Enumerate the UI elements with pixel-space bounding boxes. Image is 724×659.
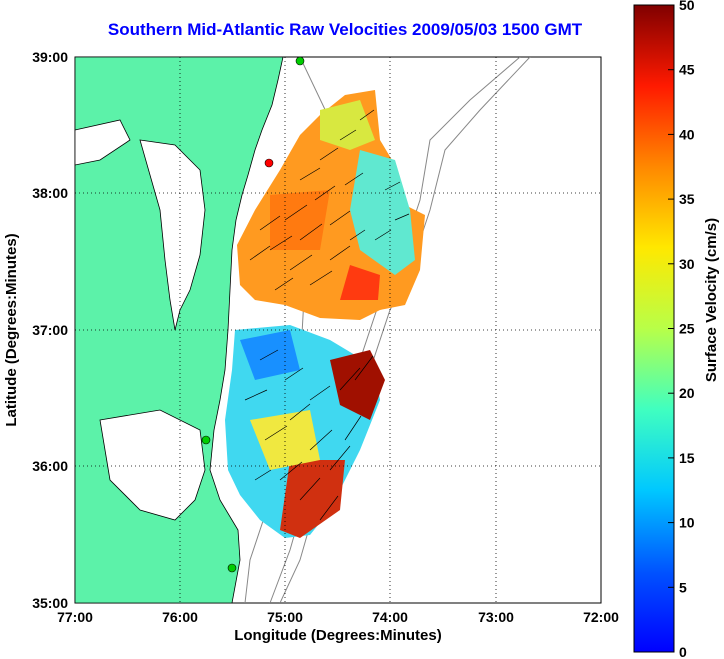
station-marker xyxy=(295,57,305,66)
x-axis: 77:00 76:00 75:00 74:00 73:00 72:00 Long… xyxy=(57,609,619,644)
colorbar-tick: 15 xyxy=(679,450,695,466)
grid-lines xyxy=(75,57,601,603)
delaware-bay xyxy=(75,119,131,166)
velocity-patch xyxy=(340,265,380,300)
colorbar-label: Surface Velocity (cm/s) xyxy=(703,218,720,382)
station-marker xyxy=(201,435,211,445)
velocity-patch xyxy=(250,410,320,470)
colorbar-tick: 40 xyxy=(679,126,695,142)
y-tick: 36:00 xyxy=(32,458,68,474)
pamlico-sound xyxy=(99,409,206,521)
y-axis: 39:00 38:00 37:00 36:00 35:00 Latitude (… xyxy=(3,49,68,611)
x-axis-label: Longitude (Degrees:Minutes) xyxy=(234,627,442,644)
x-tick: 73:00 xyxy=(478,609,514,625)
x-tick: 76:00 xyxy=(162,609,198,625)
velocity-patch xyxy=(270,190,330,250)
velocity-patch xyxy=(280,460,345,538)
x-tick: 75:00 xyxy=(267,609,303,625)
colorbar-tick: 20 xyxy=(679,385,695,401)
y-tick: 35:00 xyxy=(32,595,68,611)
velocity-patch xyxy=(320,100,375,150)
chart-title: Southern Mid-Atlantic Raw Velocities 200… xyxy=(107,20,583,39)
y-tick: 38:00 xyxy=(32,185,68,201)
colorbar-tick: 35 xyxy=(679,191,695,207)
y-tick: 37:00 xyxy=(32,322,68,338)
velocity-vectors xyxy=(244,109,410,521)
station-marker xyxy=(227,563,237,573)
colorbar-tick: 45 xyxy=(679,62,695,78)
colorbar-scale xyxy=(633,4,675,653)
map-panel xyxy=(74,56,602,604)
colorbar-tick: 5 xyxy=(679,579,687,595)
x-tick: 77:00 xyxy=(57,609,93,625)
velocity-patch xyxy=(240,330,300,380)
colorbar-tick: 30 xyxy=(679,256,695,272)
station-marker xyxy=(264,158,274,168)
velocity-patch xyxy=(330,350,385,420)
y-axis-label: Latitude (Degrees:Minutes) xyxy=(3,233,20,426)
colorbar-tick: 25 xyxy=(679,321,695,337)
colorbar-tick: 0 xyxy=(679,644,687,659)
colorbar-tick: 10 xyxy=(679,515,695,531)
x-tick: 72:00 xyxy=(583,609,619,625)
x-tick: 74:00 xyxy=(372,609,408,625)
velocity-patch xyxy=(350,150,415,275)
colorbar-tick: 50 xyxy=(679,0,695,13)
y-tick: 39:00 xyxy=(32,49,68,65)
